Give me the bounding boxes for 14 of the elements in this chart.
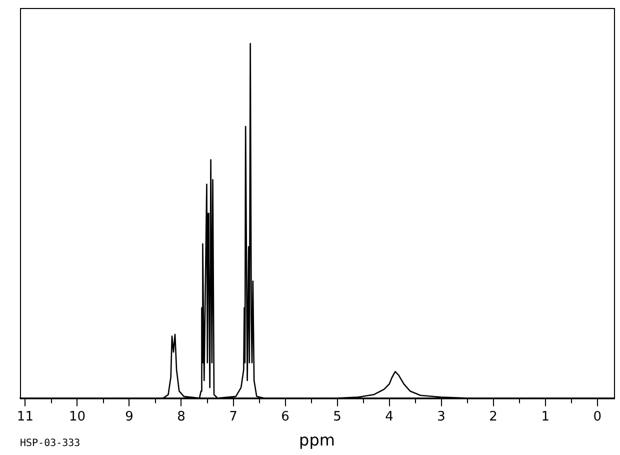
x-tick-label: 11 — [16, 409, 34, 424]
text: HSP-03-333 — [20, 438, 80, 449]
x-tick-label: 9 — [125, 409, 134, 424]
x-tick-label: 2 — [489, 409, 498, 424]
x-tick-label: 6 — [281, 409, 290, 424]
x-tick-label: 1 — [541, 409, 550, 424]
x-tick-label: 8 — [177, 409, 186, 424]
x-tick-label: 5 — [333, 409, 342, 424]
x-tick-label: 4 — [385, 409, 394, 424]
x-tick-label: 0 — [593, 409, 602, 424]
x-tick-label: 3 — [437, 409, 446, 424]
x-tick-label: 7 — [229, 409, 238, 424]
x-tick-label: 10 — [68, 409, 86, 424]
x-axis-title: ppm — [299, 430, 335, 450]
